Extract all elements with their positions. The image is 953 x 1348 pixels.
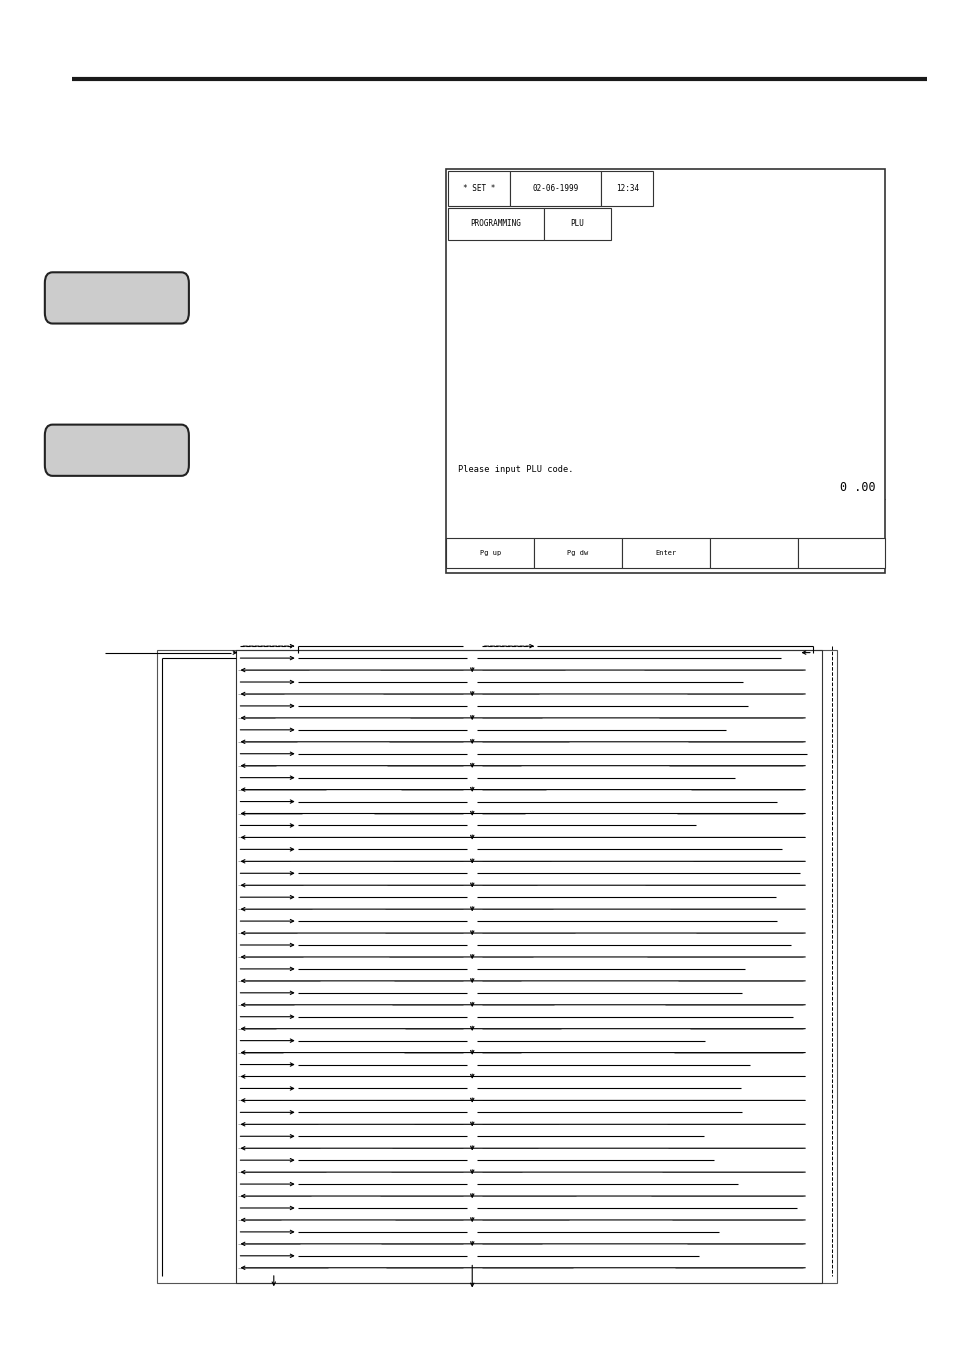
Bar — [446, 538, 534, 568]
Bar — [157, 650, 836, 1283]
Text: PROGRAMMING: PROGRAMMING — [470, 220, 521, 228]
Text: 02-06-1999: 02-06-1999 — [532, 185, 578, 193]
Text: PLU: PLU — [570, 220, 583, 228]
FancyBboxPatch shape — [45, 272, 189, 324]
FancyBboxPatch shape — [45, 425, 189, 476]
Text: Pg dw: Pg dw — [567, 550, 588, 555]
Text: Please input PLU code.: Please input PLU code. — [457, 465, 573, 473]
Bar — [709, 538, 797, 568]
Text: Enter: Enter — [655, 550, 676, 555]
Bar — [510, 171, 600, 206]
Text: 0 .00: 0 .00 — [840, 481, 875, 495]
Bar — [600, 171, 653, 206]
Bar — [446, 168, 884, 573]
Text: 12:34: 12:34 — [615, 185, 639, 193]
Bar — [543, 208, 610, 240]
Bar — [621, 538, 709, 568]
Bar — [448, 208, 543, 240]
Text: Pg up: Pg up — [479, 550, 500, 555]
Bar — [448, 171, 510, 206]
Bar — [235, 650, 821, 1283]
Bar — [797, 538, 884, 568]
Bar — [534, 538, 621, 568]
Text: * SET *: * SET * — [463, 185, 495, 193]
